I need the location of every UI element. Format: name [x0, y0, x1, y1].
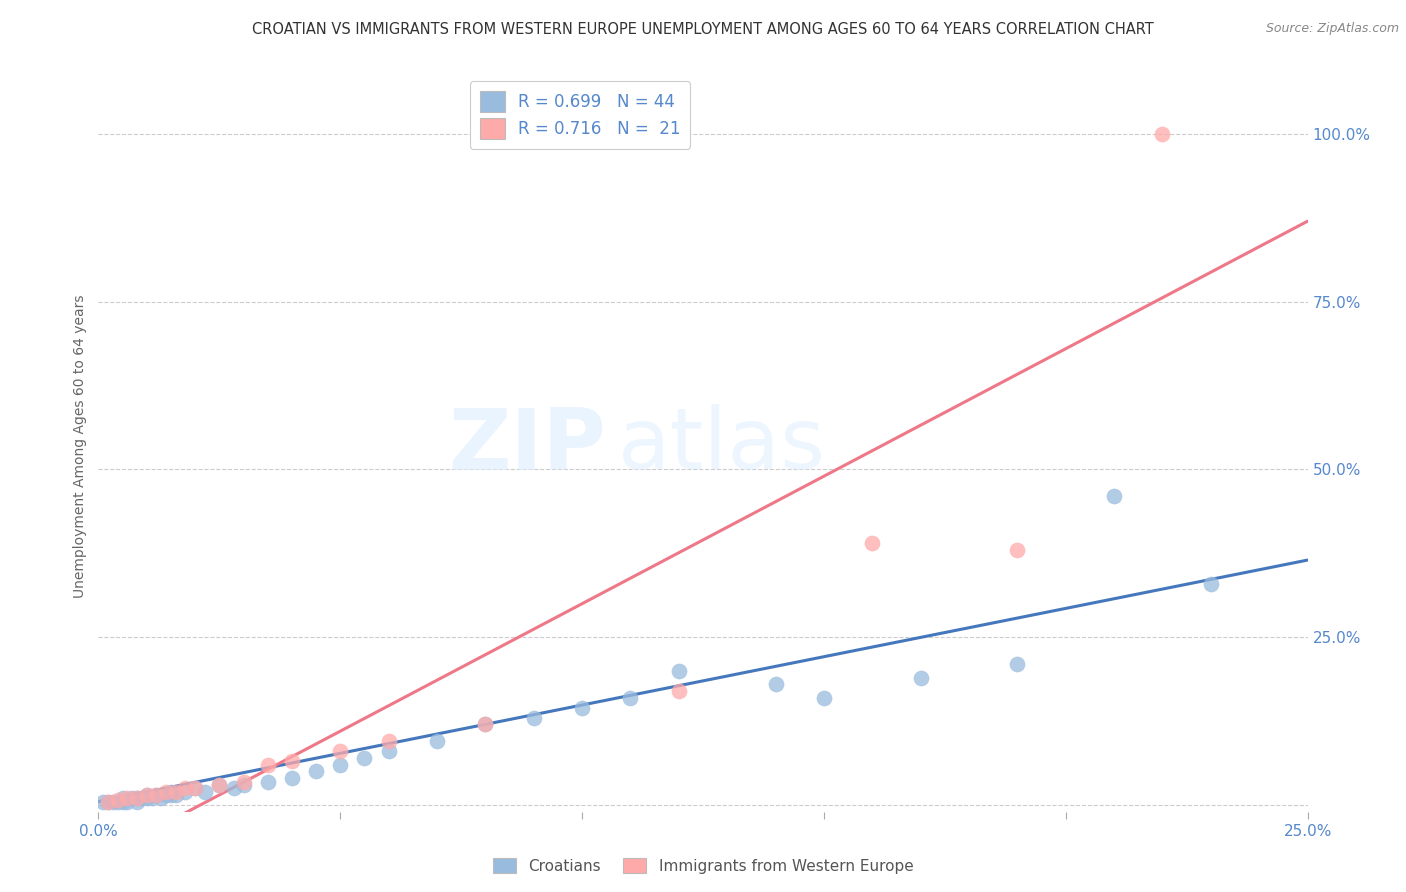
Point: [91, 795, 114, 809]
Point: [131, 791, 153, 805]
Point: [377, 734, 399, 748]
Point: [860, 536, 883, 550]
Point: [174, 784, 197, 798]
Point: [117, 791, 139, 805]
Point: [668, 664, 690, 678]
Point: [329, 757, 352, 772]
Point: [111, 791, 134, 805]
Point: [150, 791, 173, 805]
Point: [141, 791, 163, 805]
Point: [523, 711, 546, 725]
Point: [813, 690, 835, 705]
Point: [910, 671, 932, 685]
Point: [1102, 489, 1125, 503]
Point: [281, 771, 304, 785]
Text: Source: ZipAtlas.com: Source: ZipAtlas.com: [1265, 22, 1399, 36]
Y-axis label: Unemployment Among Ages 60 to 64 years: Unemployment Among Ages 60 to 64 years: [73, 294, 87, 598]
Point: [474, 717, 496, 731]
Point: [1199, 576, 1222, 591]
Point: [668, 684, 690, 698]
Point: [117, 795, 139, 809]
Legend: R = 0.699   N = 44, R = 0.716   N =  21: R = 0.699 N = 44, R = 0.716 N = 21: [470, 81, 690, 149]
Point: [1152, 127, 1174, 141]
Point: [145, 788, 167, 802]
Point: [232, 778, 254, 792]
Point: [160, 788, 183, 802]
Point: [281, 755, 304, 769]
Point: [145, 788, 167, 802]
Point: [765, 677, 787, 691]
Point: [184, 781, 207, 796]
Point: [256, 774, 278, 789]
Point: [121, 791, 143, 805]
Text: CROATIAN VS IMMIGRANTS FROM WESTERN EUROPE UNEMPLOYMENT AMONG AGES 60 TO 64 YEAR: CROATIAN VS IMMIGRANTS FROM WESTERN EURO…: [252, 22, 1154, 37]
Text: ZIP: ZIP: [449, 404, 606, 488]
Point: [101, 795, 124, 809]
Legend: Croatians, Immigrants from Western Europe: Croatians, Immigrants from Western Europ…: [486, 852, 920, 880]
Text: atlas: atlas: [619, 404, 827, 488]
Point: [232, 774, 254, 789]
Point: [377, 744, 399, 758]
Point: [135, 788, 157, 802]
Point: [571, 700, 593, 714]
Point: [174, 781, 197, 796]
Point: [426, 734, 449, 748]
Point: [329, 744, 352, 758]
Point: [165, 784, 187, 798]
Point: [155, 788, 177, 802]
Point: [135, 788, 157, 802]
Point: [208, 778, 231, 792]
Point: [256, 757, 278, 772]
Point: [353, 751, 375, 765]
Point: [194, 784, 217, 798]
Point: [155, 784, 177, 798]
Point: [1007, 543, 1029, 558]
Point: [97, 795, 120, 809]
Point: [127, 791, 149, 805]
Point: [97, 795, 120, 809]
Point: [111, 795, 134, 809]
Point: [208, 778, 231, 792]
Point: [165, 788, 187, 802]
Point: [127, 791, 149, 805]
Point: [474, 717, 496, 731]
Point: [135, 791, 157, 805]
Point: [305, 764, 328, 779]
Point: [160, 784, 183, 798]
Point: [107, 792, 129, 806]
Point: [619, 690, 641, 705]
Point: [127, 795, 149, 809]
Point: [184, 781, 207, 796]
Point: [1007, 657, 1029, 671]
Point: [107, 795, 129, 809]
Point: [222, 781, 245, 796]
